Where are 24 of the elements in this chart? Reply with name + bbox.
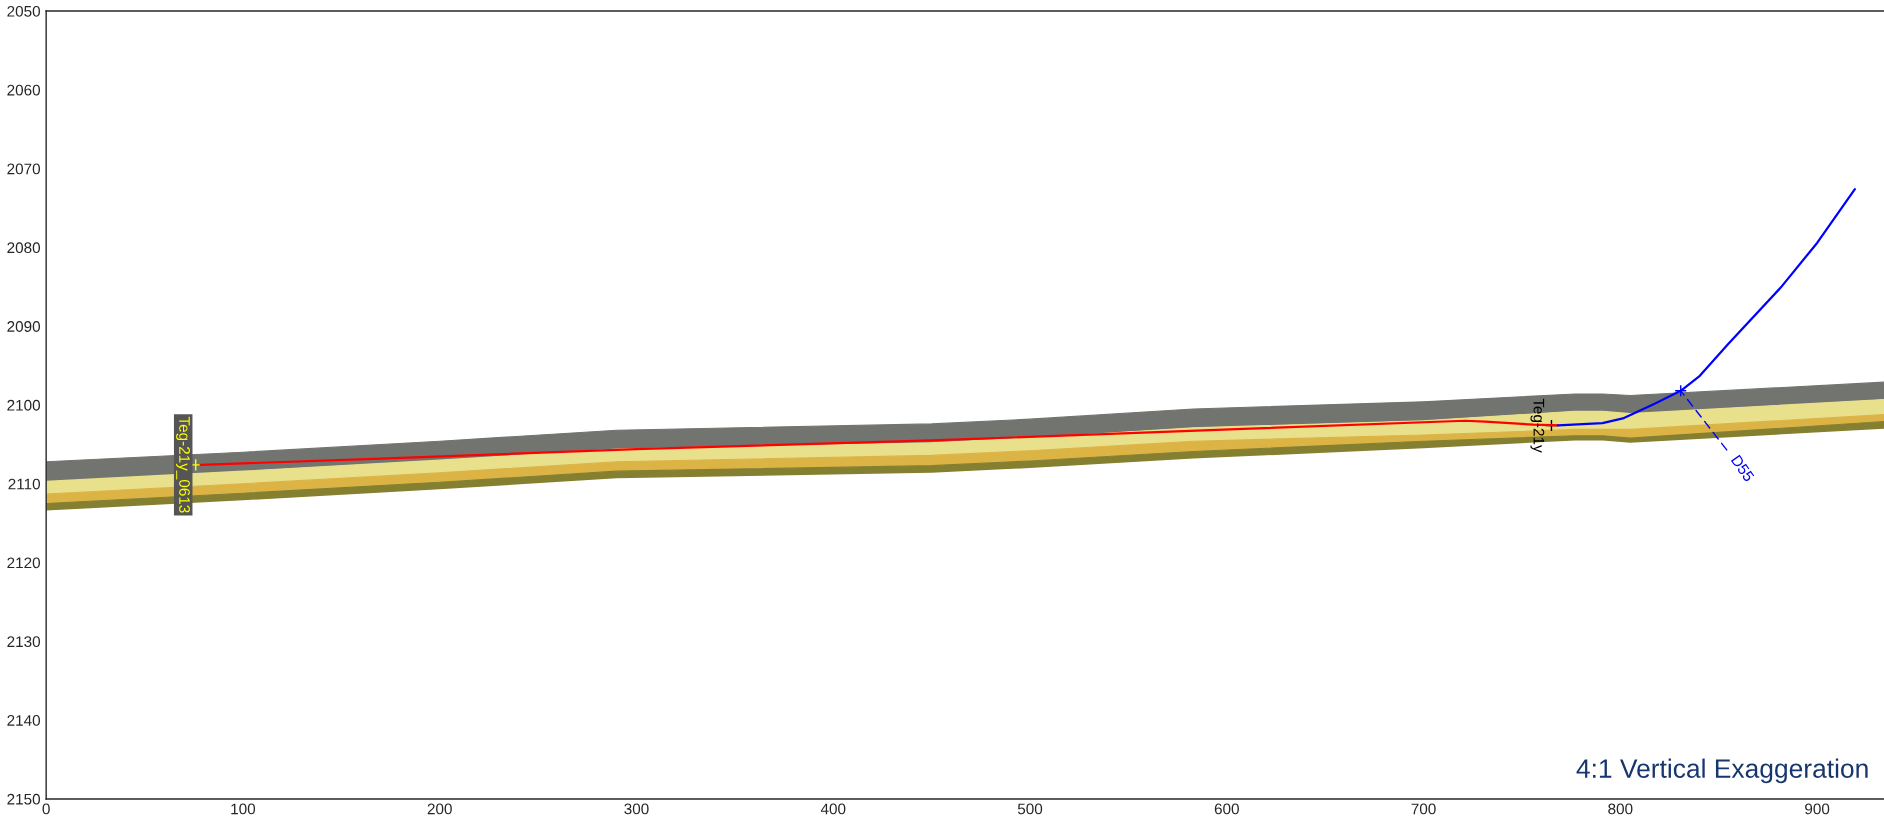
y-tick-label: 2060: [7, 84, 41, 96]
x-tick-label: 600: [1214, 803, 1239, 815]
y-tick-label: 2140: [7, 715, 41, 726]
x-tick-label: 0: [42, 803, 50, 815]
x-tick-label: 300: [624, 803, 649, 815]
y-tick-label: 2130: [7, 636, 41, 648]
x-tick-label: 100: [231, 803, 256, 815]
annotation: Teg-21y_0613: [176, 416, 190, 513]
y-tick-label: 2090: [7, 321, 41, 332]
y-tick-label: 2110: [8, 478, 41, 490]
x-tick-label: 700: [1411, 803, 1436, 815]
y-tick-label: 2050: [7, 5, 41, 17]
y-tick-label: 2080: [7, 242, 41, 254]
annotation: 4:1 Vertical Exaggeration: [1576, 758, 1868, 784]
x-tick-label: 200: [427, 803, 452, 815]
annotation: Teg-21y: [1530, 398, 1545, 453]
x-tick-label: 400: [820, 803, 846, 815]
y-tick-label: 2150: [7, 793, 41, 805]
x-tick-label: 500: [1017, 803, 1043, 815]
x-tick-label: 900: [1805, 803, 1830, 815]
x-tick-label: 800: [1608, 803, 1633, 815]
y-tick-label: 2120: [7, 557, 41, 569]
y-tick-label: 2100: [7, 399, 41, 411]
y-tick-label: 2070: [7, 163, 41, 175]
